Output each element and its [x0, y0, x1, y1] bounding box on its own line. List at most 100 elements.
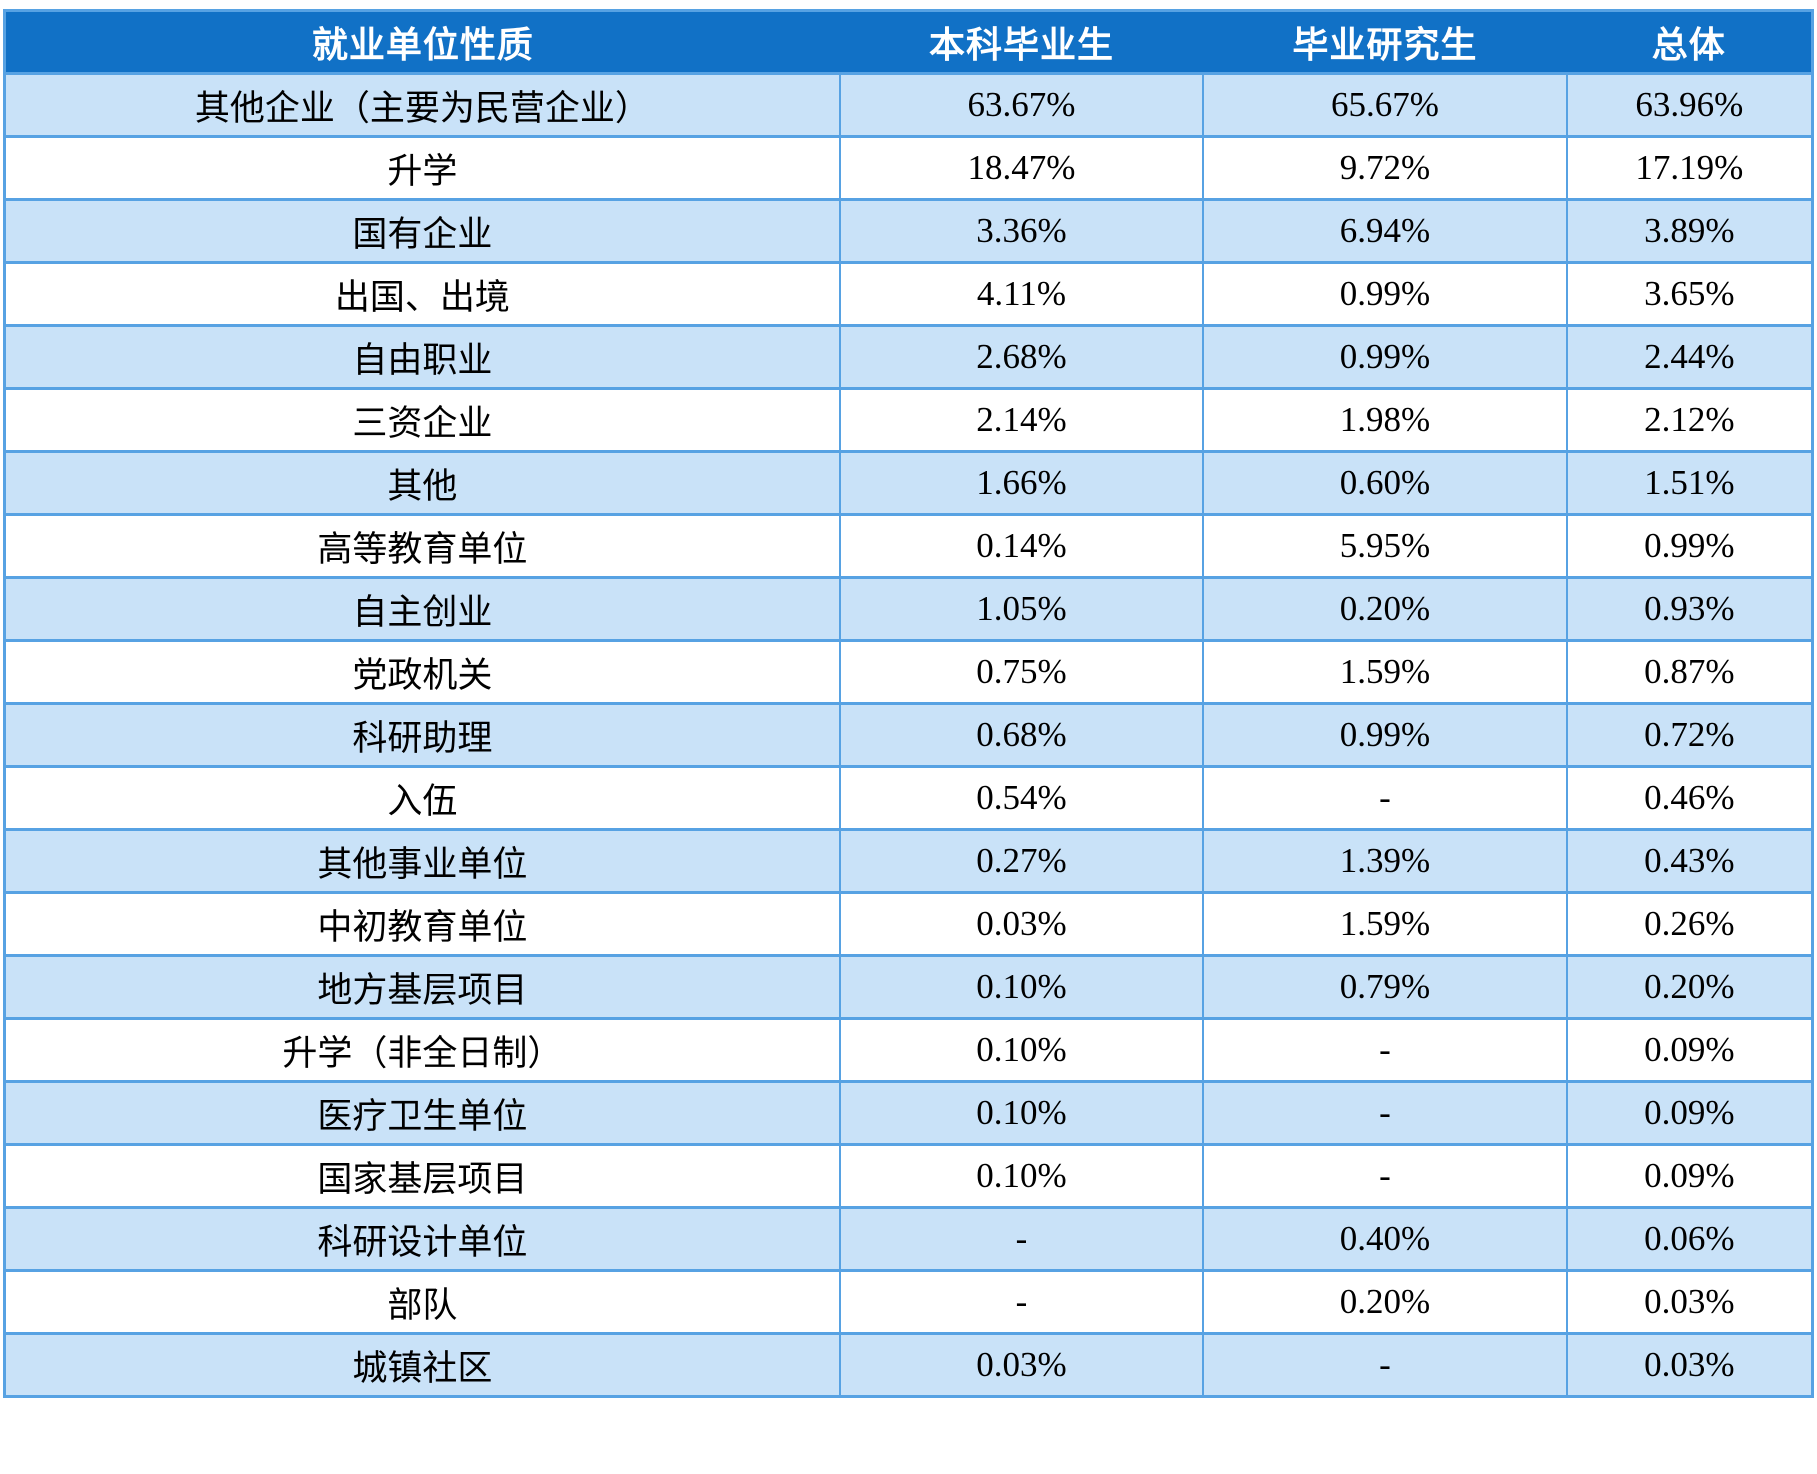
table-row: 其他事业单位 0.27% 1.39% 0.43% [3, 828, 1814, 894]
table-row: 升学 18.47% 9.72% 17.19% [3, 135, 1814, 201]
overall-value-cell: 17.19% [1565, 135, 1814, 201]
undergraduate-value-cell: 4.11% [838, 261, 1205, 327]
overall-value-cell: 0.09% [1565, 1143, 1814, 1209]
table-row: 入伍 0.54% -0.46% [3, 765, 1814, 831]
category-cell: 自主创业 [3, 576, 841, 642]
undergraduate-value-cell: 63.67% [838, 72, 1205, 138]
category-cell: 自由职业 [3, 324, 841, 390]
category-cell: 党政机关 [3, 639, 841, 705]
overall-value-cell: 0.99% [1565, 513, 1814, 579]
category-cell: 其他 [3, 450, 841, 516]
category-cell: 三资企业 [3, 387, 841, 453]
table-row: 党政机关 0.75% 1.59% 0.87% [3, 639, 1814, 705]
category-cell: 地方基层项目 [3, 954, 841, 1020]
header-row: 就业单位性质 本科毕业生 毕业研究生 总体 [4, 10, 1813, 74]
table-row: 其他企业（主要为民营企业） 63.67% 65.67% 63.96% [3, 72, 1814, 138]
graduate-value-cell: 1.98% [1202, 387, 1568, 453]
undergraduate-value-cell: - [838, 1269, 1205, 1335]
category-cell: 国家基层项目 [3, 1143, 841, 1209]
overall-value-cell: 3.89% [1565, 198, 1814, 264]
employment-by-unit-type-table: 就业单位性质 本科毕业生 毕业研究生 总体 其他企业（主要为民营企业） 63.67… [3, 9, 1814, 1398]
table-row: 升学（非全日制） 0.10% -0.09% [3, 1017, 1814, 1083]
column-header-overall: 总体 [1566, 10, 1813, 74]
table-row: 城镇社区 0.03% -0.03% [3, 1332, 1814, 1398]
category-cell: 城镇社区 [3, 1332, 841, 1398]
undergraduate-value-cell: - [838, 1206, 1205, 1272]
overall-value-cell: 0.03% [1565, 1332, 1814, 1398]
graduate-value-cell: 0.60% [1202, 450, 1568, 516]
category-cell: 医疗卫生单位 [3, 1080, 841, 1146]
overall-value-cell: 0.46% [1565, 765, 1814, 831]
graduate-value-cell: 0.40% [1202, 1206, 1568, 1272]
undergraduate-value-cell: 0.03% [838, 891, 1205, 957]
table-row: 自由职业 2.68% 0.99% 2.44% [3, 324, 1814, 390]
overall-value-cell: 0.87% [1565, 639, 1814, 705]
undergraduate-value-cell: 0.03% [838, 1332, 1205, 1398]
graduate-value-cell: 0.99% [1202, 261, 1568, 327]
graduate-value-cell: - [1202, 1017, 1568, 1083]
graduate-value-cell: 0.99% [1202, 702, 1568, 768]
undergraduate-value-cell: 0.54% [838, 765, 1205, 831]
undergraduate-value-cell: 2.14% [838, 387, 1205, 453]
undergraduate-value-cell: 0.10% [838, 954, 1205, 1020]
category-cell: 科研助理 [3, 702, 841, 768]
table-row: 出国、出境 4.11% 0.99% 3.65% [3, 261, 1814, 327]
undergraduate-value-cell: 1.66% [838, 450, 1205, 516]
table-row: 三资企业 2.14% 1.98% 2.12% [3, 387, 1814, 453]
category-cell: 其他事业单位 [3, 828, 841, 894]
category-cell: 部队 [3, 1269, 841, 1335]
table-row: 中初教育单位 0.03% 1.59% 0.26% [3, 891, 1814, 957]
graduate-value-cell: 1.59% [1202, 639, 1568, 705]
category-cell: 其他企业（主要为民营企业） [3, 72, 841, 138]
graduate-value-cell: 65.67% [1202, 72, 1568, 138]
table-row: 高等教育单位 0.14% 5.95% 0.99% [3, 513, 1814, 579]
overall-value-cell: 1.51% [1565, 450, 1814, 516]
overall-value-cell: 0.09% [1565, 1080, 1814, 1146]
table-row: 科研设计单位 -0.40% 0.06% [3, 1206, 1814, 1272]
undergraduate-value-cell: 0.10% [838, 1143, 1205, 1209]
table-row: 医疗卫生单位 0.10% -0.09% [3, 1080, 1814, 1146]
overall-value-cell: 3.65% [1565, 261, 1814, 327]
table-row: 科研助理 0.68% 0.99% 0.72% [3, 702, 1814, 768]
undergraduate-value-cell: 3.36% [838, 198, 1205, 264]
column-header-unit-type: 就业单位性质 [4, 10, 840, 74]
graduate-value-cell: 0.99% [1202, 324, 1568, 390]
undergraduate-value-cell: 1.05% [838, 576, 1205, 642]
undergraduate-value-cell: 0.27% [838, 828, 1205, 894]
graduate-value-cell: - [1202, 1332, 1568, 1398]
undergraduate-value-cell: 0.14% [838, 513, 1205, 579]
table-row: 国有企业 3.36% 6.94% 3.89% [3, 198, 1814, 264]
graduate-value-cell: - [1202, 1143, 1568, 1209]
undergraduate-value-cell: 0.68% [838, 702, 1205, 768]
graduate-value-cell: 0.20% [1202, 1269, 1568, 1335]
category-cell: 国有企业 [3, 198, 841, 264]
category-cell: 升学 [3, 135, 841, 201]
undergraduate-value-cell: 0.10% [838, 1080, 1205, 1146]
overall-value-cell: 0.72% [1565, 702, 1814, 768]
category-cell: 入伍 [3, 765, 841, 831]
table-row: 其他 1.66% 0.60% 1.51% [3, 450, 1814, 516]
graduate-value-cell: 0.20% [1202, 576, 1568, 642]
overall-value-cell: 63.96% [1565, 72, 1814, 138]
graduate-value-cell: - [1202, 1080, 1568, 1146]
overall-value-cell: 0.20% [1565, 954, 1814, 1020]
category-cell: 高等教育单位 [3, 513, 841, 579]
table-row: 自主创业 1.05% 0.20% 0.93% [3, 576, 1814, 642]
graduate-value-cell: 1.59% [1202, 891, 1568, 957]
overall-value-cell: 0.93% [1565, 576, 1814, 642]
table-body: 其他企业（主要为民营企业） 63.67% 65.67% 63.96% 升学 18.47% 9… [3, 72, 1814, 1398]
overall-value-cell: 0.03% [1565, 1269, 1814, 1335]
overall-value-cell: 0.09% [1565, 1017, 1814, 1083]
overall-value-cell: 2.12% [1565, 387, 1814, 453]
column-header-undergraduate: 本科毕业生 [839, 10, 1204, 74]
graduate-value-cell: 1.39% [1202, 828, 1568, 894]
undergraduate-value-cell: 0.75% [838, 639, 1205, 705]
overall-value-cell: 2.44% [1565, 324, 1814, 390]
graduate-value-cell: - [1202, 765, 1568, 831]
category-cell: 科研设计单位 [3, 1206, 841, 1272]
graduate-value-cell: 6.94% [1202, 198, 1568, 264]
graduate-value-cell: 0.79% [1202, 954, 1568, 1020]
overall-value-cell: 0.26% [1565, 891, 1814, 957]
graduate-value-cell: 5.95% [1202, 513, 1568, 579]
